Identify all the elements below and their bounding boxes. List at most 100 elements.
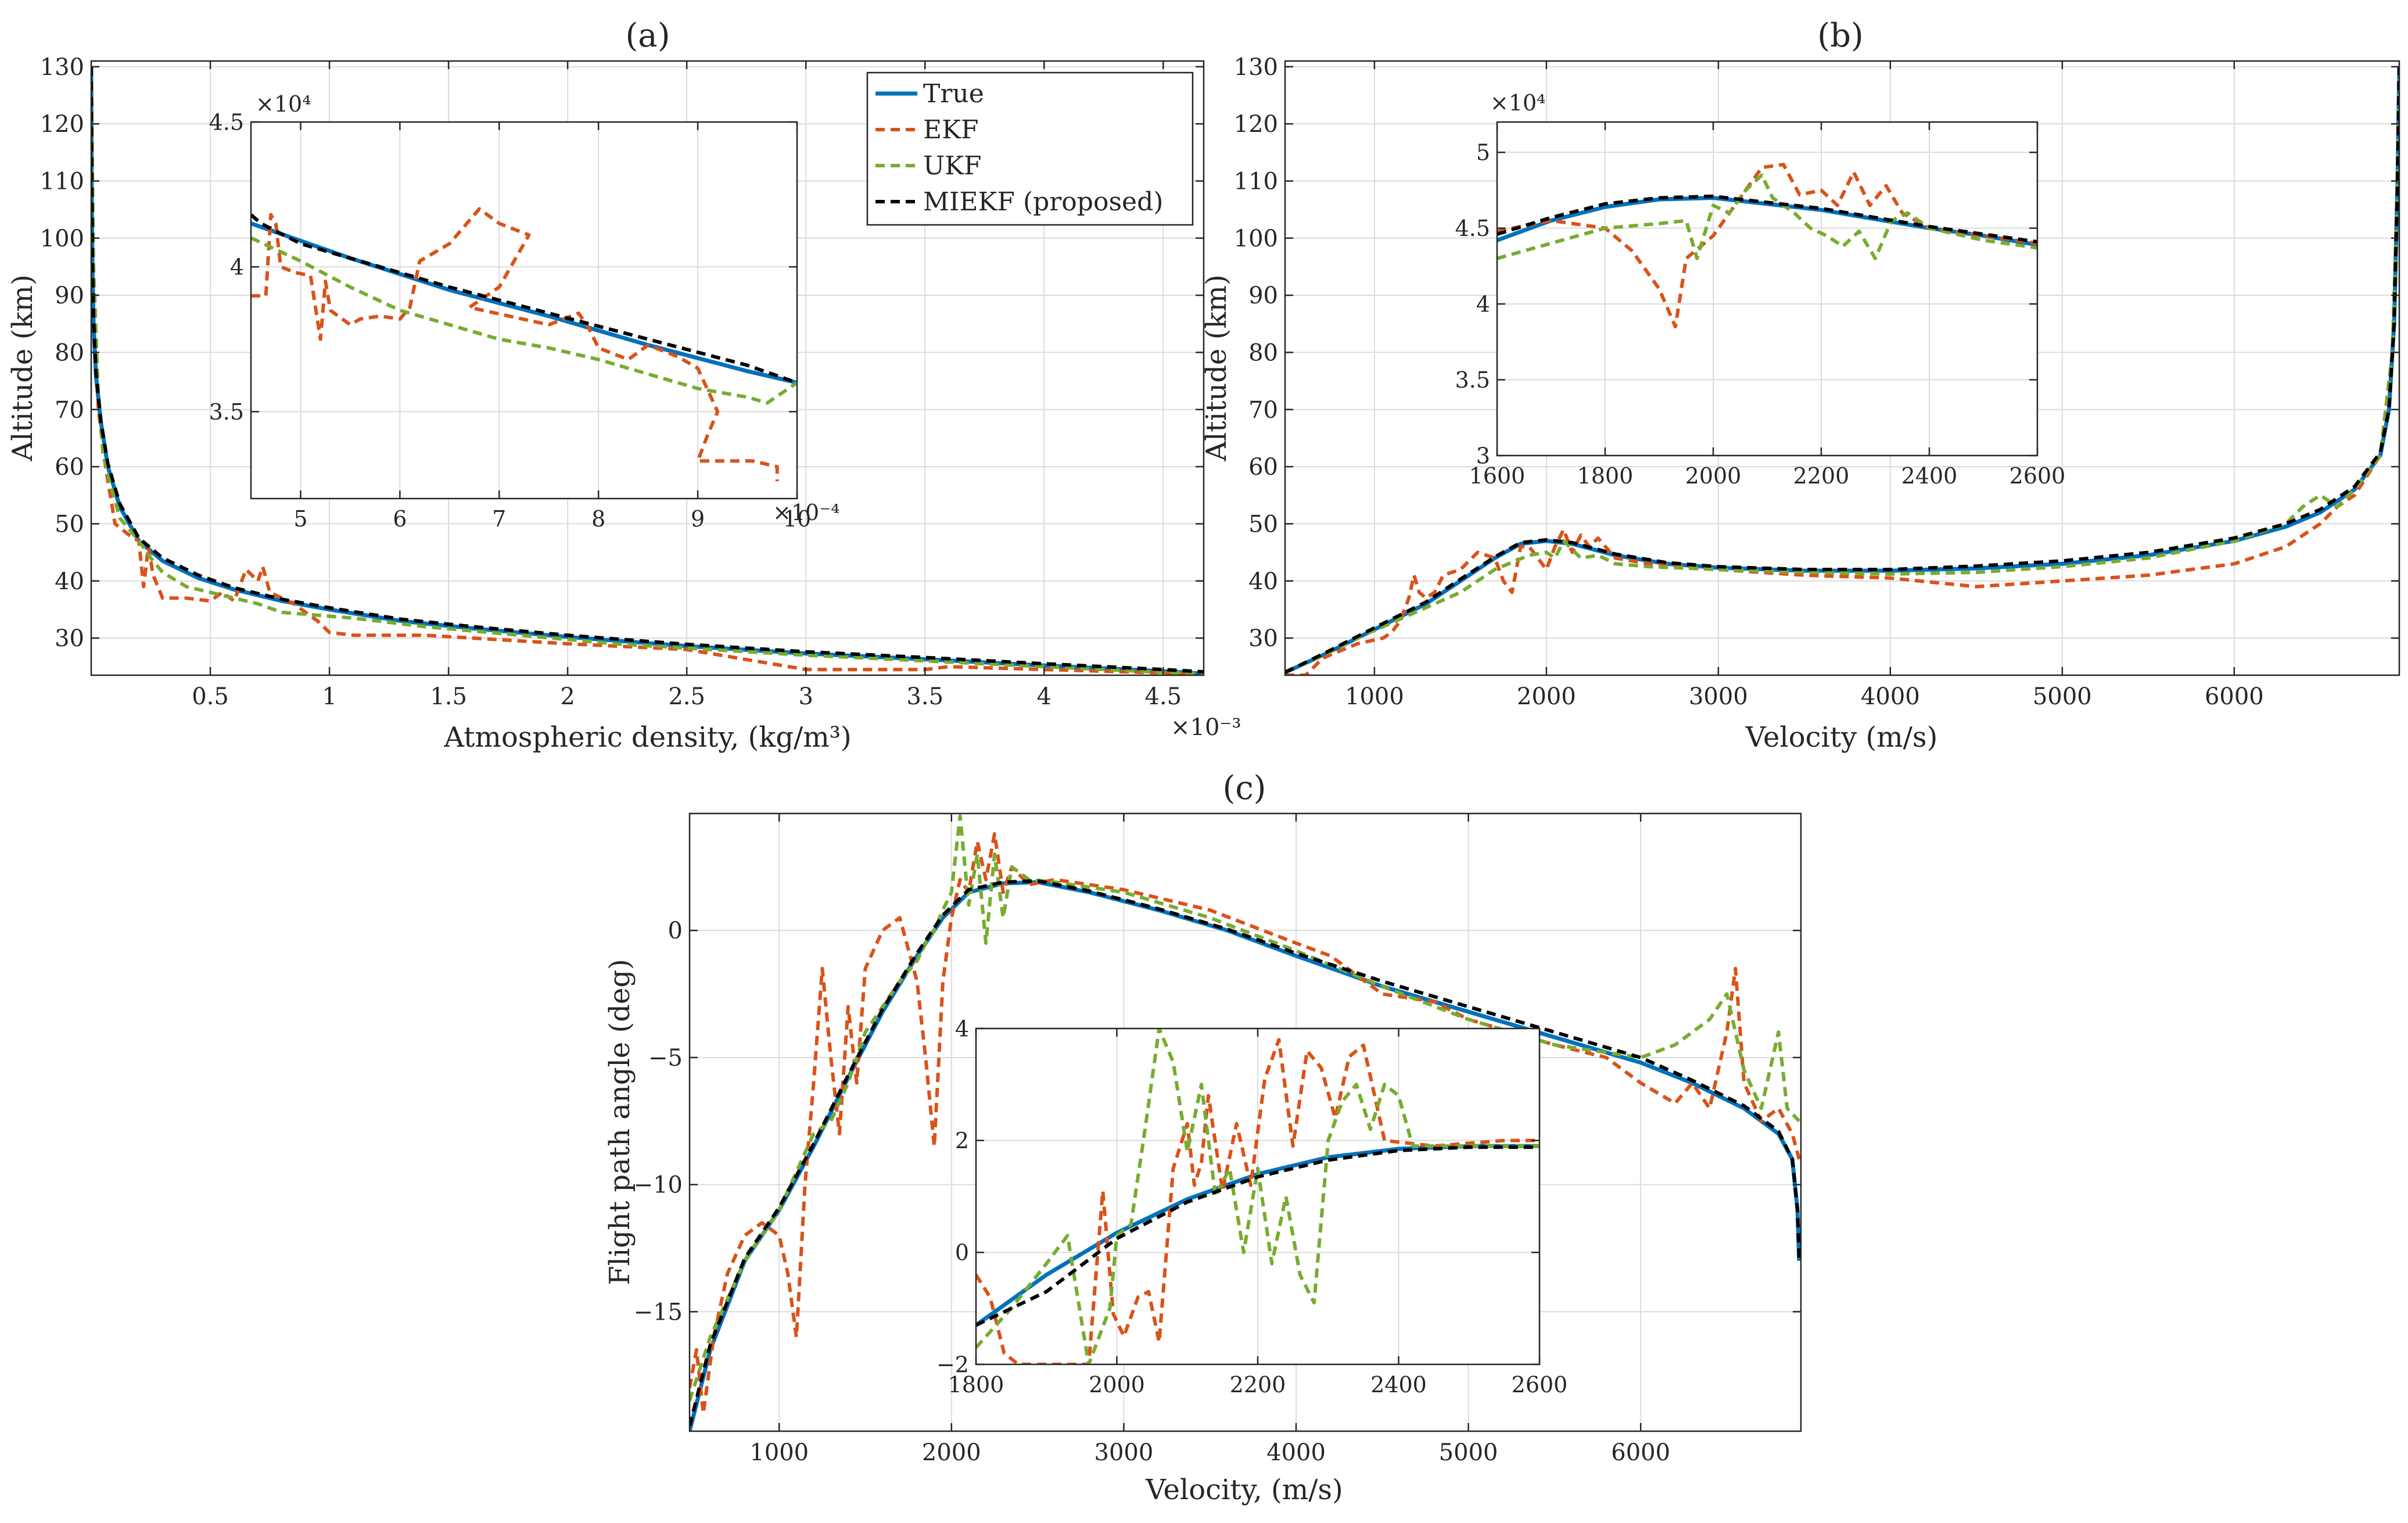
x-tick-label: 3000	[1094, 1439, 1154, 1466]
y-tick-label: 4.5	[209, 109, 244, 135]
axes-box	[90, 60, 1205, 676]
y-exponent-label: ×10⁴	[256, 91, 311, 117]
y-exponent-label: ×10⁴	[1490, 90, 1545, 116]
y-tick-label: 40	[55, 568, 84, 595]
x-tick-label: 1600	[1469, 463, 1526, 489]
axes-box	[250, 121, 798, 500]
y-tick-label: −15	[634, 1299, 683, 1325]
tick-marks	[91, 61, 1204, 675]
x-axis-label: Velocity (m/s)	[1745, 721, 1938, 754]
plot-area	[1497, 122, 2037, 456]
x-tick-label: 2400	[1901, 463, 1958, 489]
x-tick-label: 1.5	[430, 683, 467, 710]
x-tick-label: 9	[691, 506, 705, 532]
y-tick-label: 40	[1248, 568, 1278, 595]
x-tick-label: 2200	[1793, 463, 1850, 489]
series-group	[251, 207, 797, 482]
axes-box	[1284, 60, 2400, 676]
x-tick-label: 3000	[1689, 683, 1748, 710]
y-tick-label: 4	[230, 255, 244, 280]
series-line-ukf	[91, 66, 1204, 675]
series-line-miekf-proposed	[1285, 66, 2399, 674]
x-tick-label: 6	[393, 506, 407, 532]
series-line-miekf-proposed	[1497, 194, 2037, 244]
x-tick-label: 2400	[1370, 1372, 1427, 1397]
x-tick-label: 10	[783, 506, 811, 532]
series-line-ekf	[251, 207, 779, 482]
y-axis-label: Altitude (km)	[6, 274, 39, 461]
tick-marks	[690, 814, 1801, 1431]
series-line-miekf-proposed	[251, 213, 797, 385]
y-tick-label: 110	[40, 168, 84, 195]
y-tick-label: 90	[1248, 282, 1278, 309]
y-tick-label: 80	[1248, 339, 1278, 366]
y-tick-label: 70	[55, 397, 84, 424]
y-tick-label: 80	[55, 339, 84, 366]
y-tick-label: 100	[40, 225, 84, 252]
y-tick-label: 3	[1476, 443, 1490, 468]
x-tick-label: 1000	[749, 1439, 809, 1466]
y-axis-label: Flight path angle (deg)	[604, 959, 636, 1285]
series-line-miekf-proposed	[976, 1145, 1539, 1327]
chart-a-inset: 5 6 7 8 9 10 3.5 4 4.5 ×10⁻⁴ ×10⁴	[209, 91, 840, 532]
y-tick-label: 120	[1234, 111, 1278, 138]
series-group	[690, 814, 1801, 1431]
y-tick-label: 3.5	[1455, 367, 1490, 393]
y-tick-label: 90	[55, 282, 84, 309]
x-tick-label: 2000	[1089, 1372, 1145, 1397]
x-tick-label: 4000	[1266, 1439, 1326, 1466]
y-tick-label: 4	[955, 1016, 969, 1041]
series-line-miekf-proposed	[91, 66, 1204, 674]
chart-title: (a)	[625, 17, 670, 55]
y-tick-label: 0	[955, 1240, 969, 1266]
y-tick-label: 5	[1476, 139, 1490, 165]
x-tick-label: 3	[798, 683, 813, 710]
y-tick-label: −2	[936, 1352, 969, 1377]
legend-item: UKF	[923, 151, 981, 181]
y-tick-label: −10	[634, 1172, 683, 1199]
y-tick-label: 60	[55, 454, 84, 481]
series-line-ekf	[91, 66, 1187, 675]
x-tick-label: 2.5	[668, 683, 705, 710]
y-tick-label: 30	[1248, 625, 1278, 652]
x-tick-label: 2	[560, 683, 575, 710]
y-tick-label: 60	[1248, 454, 1278, 481]
y-tick-label: 70	[1248, 397, 1278, 424]
y-tick-label: 100	[1234, 225, 1278, 252]
x-tick-label: 2600	[2009, 463, 2066, 489]
legend-item: EKF	[923, 115, 979, 145]
x-exponent-label: ×10⁻⁴	[773, 500, 839, 525]
series-line-ukf	[976, 1029, 1539, 1364]
y-tick-label: −5	[648, 1045, 683, 1072]
y-axis-label: Altitude (km)	[1200, 274, 1233, 461]
chart-title: (c)	[1222, 769, 1266, 807]
tick-marks	[1496, 122, 2039, 457]
series-line-ekf	[1497, 163, 2037, 329]
chart-b-inset: 1600 1800 2000 2200 2400 2600 3 3.5 4 4.5 5×10⁴	[1455, 90, 2066, 489]
tick-marks	[251, 121, 798, 499]
series-line-ukf	[251, 236, 797, 405]
series-group	[1497, 163, 2037, 329]
series-line-ukf	[690, 814, 1801, 1402]
x-tick-label: 2000	[922, 1439, 981, 1466]
series-group	[976, 1029, 1539, 1364]
x-tick-label: 1800	[1577, 463, 1634, 489]
chart-c-inset: 1800 2000 2200 2400 2600 −2 0 2 4	[936, 1016, 1567, 1397]
x-tick-label: 1	[322, 683, 336, 710]
axes-box	[1496, 121, 2039, 457]
series-line-ekf	[690, 832, 1801, 1416]
y-tick-label: 50	[55, 511, 84, 537]
y-tick-label: 50	[1248, 511, 1278, 537]
y-tick-label: 4.5	[1455, 216, 1490, 241]
x-axis-label: Velocity, (m/s)	[1145, 1474, 1343, 1506]
tick-marks	[1285, 61, 2399, 675]
x-tick-label: 6000	[2205, 683, 2264, 710]
x-tick-label: 6000	[1611, 1439, 1670, 1466]
x-tick-label: 2600	[1512, 1372, 1568, 1397]
x-exponent-label: ×10⁻³	[1171, 714, 1241, 741]
y-tick-label: 130	[1234, 54, 1278, 81]
x-tick-label: 2200	[1230, 1372, 1286, 1397]
x-tick-label: 4.5	[1144, 683, 1182, 710]
x-tick-label: 4	[1037, 683, 1052, 710]
